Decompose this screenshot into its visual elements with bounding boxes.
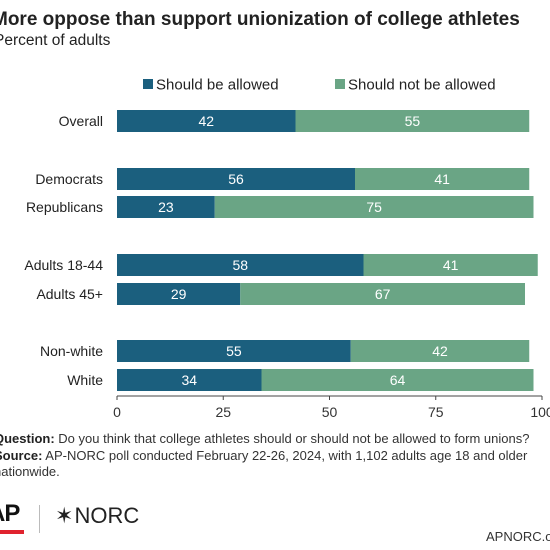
bar-adults-45-should-not-be-allowed [240,283,525,305]
data-label-adults-18-44-should-be-allowed: 58 [232,257,248,273]
category-label-non-white: Non-white [40,343,103,359]
data-label-overall-should-be-allowed: 42 [198,113,214,129]
source-label: Source: [0,448,43,463]
category-label-republicans: Republicans [26,199,103,215]
chart-title: More oppose than support unionization of… [0,9,520,30]
question-label: Question: [0,431,55,446]
data-label-non-white-should-not-be-allowed: 42 [432,343,448,359]
question-text: Do you think that college athletes shoul… [54,431,530,446]
legend-label-should-be-allowed: Should be allowed [156,77,279,94]
ap-logo: AP [0,500,20,527]
x-tick-label-25: 25 [215,404,231,420]
category-label-adults-45: Adults 45+ [36,286,103,302]
bar-white-should-not-be-allowed [261,369,534,391]
stacked-bar-chart: Should be allowed Should not be allowed Ov… [24,77,550,421]
x-tick-label-100: 100 [530,404,550,420]
norc-star-icon: ✶ [55,503,74,528]
bar-republicans-should-not-be-allowed [214,196,534,218]
legend-swatch-should-be-allowed [143,79,153,89]
bar-democrats-should-not-be-allowed [355,168,530,190]
norc-logo: ✶NORC [55,503,139,529]
ap-logo-bar [0,530,24,534]
category-label-adults-18-44: Adults 18-44 [24,257,103,273]
source-note: Source: AP-NORC poll conducted February … [0,448,527,464]
x-tick-label-50: 50 [322,404,338,420]
bar-adults-18-44-should-be-allowed [117,254,364,276]
site-url: APNORC.org [486,529,550,544]
source-text: AP-NORC poll conducted February 22-26, 2… [42,448,528,463]
data-label-adults-45-should-be-allowed: 29 [171,286,187,302]
data-label-overall-should-not-be-allowed: 55 [405,113,421,129]
bar-overall-should-be-allowed [117,110,296,132]
data-label-white-should-not-be-allowed: 64 [390,372,406,388]
bar-non-white-should-not-be-allowed [350,340,530,362]
data-label-republicans-should-not-be-allowed: 75 [366,199,382,215]
legend-label-should-not-be-allowed: Should not be allowed [348,77,496,94]
category-label-overall: Overall [59,113,103,129]
bar-non-white-should-be-allowed [117,340,351,362]
category-label-democrats: Democrats [35,171,103,187]
bar-white-should-be-allowed [117,369,262,391]
norc-logo-text: NORC [74,503,140,528]
data-label-democrats-should-be-allowed: 56 [228,171,244,187]
data-label-democrats-should-not-be-allowed: 41 [434,171,450,187]
data-label-adults-45-should-not-be-allowed: 67 [375,286,391,302]
bar-democrats-should-be-allowed [117,168,355,190]
data-label-adults-18-44-should-not-be-allowed: 41 [443,257,459,273]
x-tick-label-75: 75 [428,404,444,420]
question-note: Question: Do you think that college athl… [0,431,529,447]
data-label-white-should-be-allowed: 34 [181,372,197,388]
source-note-continued: nationwide. [0,464,60,479]
category-label-white: White [67,372,103,388]
data-label-republicans-should-be-allowed: 23 [158,199,174,215]
bar-overall-should-not-be-allowed [295,110,530,132]
bar-adults-18-44-should-not-be-allowed [363,254,538,276]
x-tick-label-0: 0 [113,404,121,420]
data-label-non-white-should-be-allowed: 55 [226,343,242,359]
logo-divider [39,505,40,533]
bar-adults-45-should-be-allowed [117,283,241,305]
legend-swatch-should-not-be-allowed [335,79,345,89]
chart-subtitle: Percent of adults [0,32,111,49]
bar-republicans-should-be-allowed [117,196,215,218]
